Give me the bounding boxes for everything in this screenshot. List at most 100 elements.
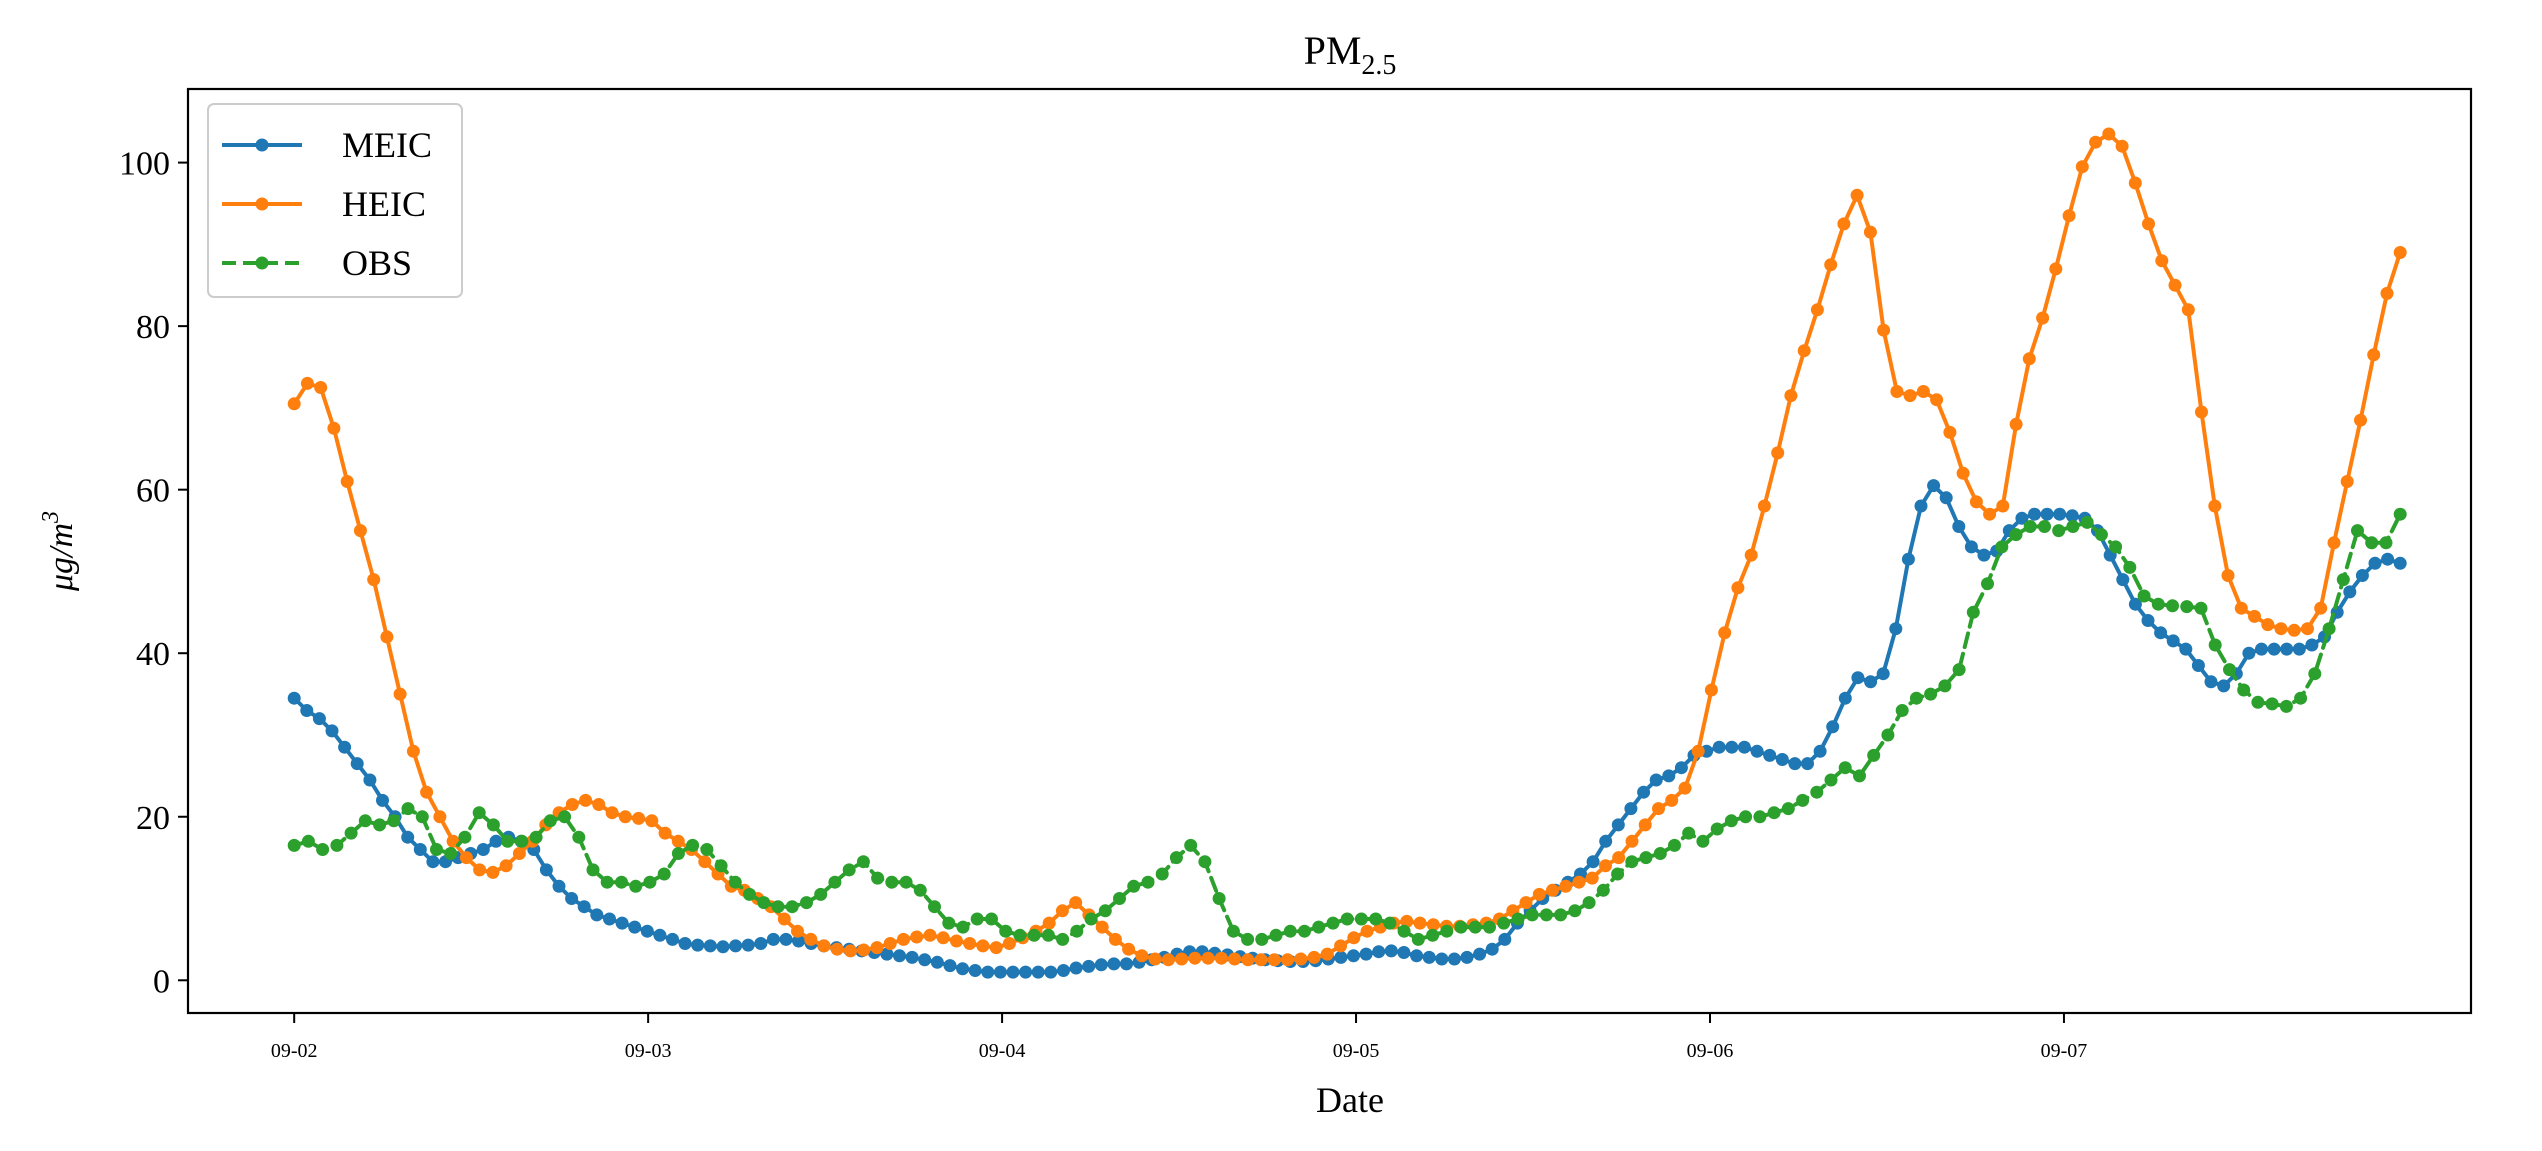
data-point-meic <box>2015 511 2029 525</box>
data-point-meic <box>312 712 326 726</box>
data-point-heic <box>2393 246 2407 259</box>
data-point-meic <box>1044 965 1058 979</box>
series-line-meic <box>292 483 2403 975</box>
data-point-meic <box>678 937 692 950</box>
data-point-obs <box>2109 540 2123 554</box>
y-tick-label: 40 <box>136 636 170 673</box>
data-point-heic <box>1426 918 1440 932</box>
data-point-obs <box>942 916 956 930</box>
data-point-obs <box>2251 695 2265 709</box>
y-tick-label: 20 <box>136 800 170 837</box>
data-point-heic <box>327 421 341 435</box>
data-point-heic <box>2075 160 2089 174</box>
data-point-obs <box>1696 834 1710 848</box>
data-point-meic <box>653 928 667 942</box>
data-point-meic <box>1359 947 1373 961</box>
data-point-heic <box>1228 952 1242 966</box>
data-point-obs <box>1582 896 1596 910</box>
data-point-obs <box>657 867 671 881</box>
data-point-heic <box>1161 953 1175 967</box>
data-point-obs <box>1611 867 1625 881</box>
data-point-meic <box>300 704 314 717</box>
data-point-meic <box>2154 626 2168 640</box>
data-point-heic <box>1413 916 1427 930</box>
data-point-heic <box>1890 385 1904 398</box>
data-point-meic <box>1901 552 1915 566</box>
data-point-heic <box>486 865 500 879</box>
data-point-meic <box>2065 509 2079 523</box>
data-point-obs <box>928 900 941 914</box>
data-point-heic <box>1201 951 1215 965</box>
data-point-heic <box>2327 536 2341 550</box>
data-point-obs <box>1625 855 1639 869</box>
data-point-meic <box>1473 947 1487 961</box>
data-point-heic <box>1638 818 1652 832</box>
data-point-meic <box>1120 957 1133 971</box>
data-point-heic <box>963 937 977 950</box>
x-tick-label: 09-05 <box>1333 1040 1380 1062</box>
data-point-obs <box>1027 928 1041 942</box>
data-point-obs <box>2393 507 2407 521</box>
data-point-heic <box>1704 683 1718 697</box>
data-point-obs <box>2137 589 2151 603</box>
data-point-obs <box>2166 599 2179 613</box>
data-point-heic <box>804 932 818 946</box>
data-point-meic <box>489 834 503 848</box>
data-point-obs <box>1639 851 1653 865</box>
data-point-obs <box>1568 904 1582 918</box>
data-point-obs <box>458 830 472 844</box>
data-point-heic <box>1824 258 1838 272</box>
data-point-obs <box>2365 536 2379 550</box>
data-point-obs <box>2294 691 2308 705</box>
data-point-heic <box>2208 499 2222 513</box>
data-point-obs <box>515 834 529 848</box>
data-point-heic <box>420 785 434 799</box>
data-point-heic <box>1175 952 1189 966</box>
data-point-obs <box>785 900 799 914</box>
data-point-obs <box>1056 932 1070 946</box>
data-point-heic <box>314 381 328 394</box>
data-point-obs <box>1198 855 1212 869</box>
data-point-heic <box>1797 344 1811 358</box>
data-point-heic <box>1122 942 1136 956</box>
data-point-obs <box>1483 920 1496 934</box>
data-point-obs <box>1781 802 1795 816</box>
data-point-obs <box>1511 912 1525 926</box>
data-point-meic <box>880 947 894 961</box>
data-point-heic <box>1042 916 1056 930</box>
data-point-obs <box>2279 699 2293 713</box>
data-point-obs <box>373 818 387 832</box>
plot-area <box>287 127 2407 979</box>
data-point-obs <box>2009 528 2023 542</box>
data-point-obs <box>1525 908 1539 922</box>
series-heic <box>287 127 2407 967</box>
data-point-obs <box>586 863 600 877</box>
data-point-heic <box>1916 385 1930 398</box>
data-point-heic <box>1731 581 1745 595</box>
data-point-heic <box>2009 417 2023 431</box>
data-point-obs <box>2322 622 2336 636</box>
data-point-obs <box>1454 920 1468 934</box>
data-point-heic <box>1559 879 1573 893</box>
data-point-obs <box>1155 867 1169 881</box>
data-point-heic <box>923 928 937 942</box>
data-point-meic <box>1964 540 1978 554</box>
data-point-meic <box>1334 950 1348 964</box>
data-point-obs <box>558 810 572 824</box>
data-point-obs <box>1981 577 1994 591</box>
data-point-meic <box>703 939 717 953</box>
data-point-heic <box>2036 311 2050 325</box>
data-point-obs <box>1184 838 1198 852</box>
data-point-meic <box>628 920 642 934</box>
data-point-obs <box>1554 908 1568 922</box>
data-point-heic <box>857 943 871 957</box>
data-point-meic <box>1637 785 1651 799</box>
data-point-heic <box>2367 348 2381 362</box>
data-point-meic <box>577 900 591 914</box>
data-point-meic <box>2040 507 2054 521</box>
data-point-obs <box>2208 638 2222 652</box>
data-point-meic <box>2166 634 2180 648</box>
series-obs <box>287 507 2407 946</box>
data-point-obs <box>1909 691 1923 705</box>
data-point-meic <box>640 924 654 938</box>
